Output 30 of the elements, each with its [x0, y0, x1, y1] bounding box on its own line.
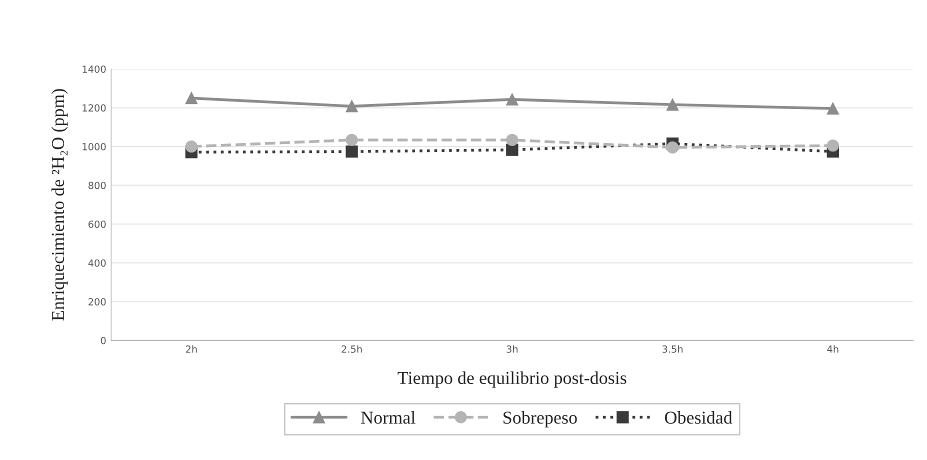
point	[506, 134, 518, 146]
x-tick-label: 2h	[186, 345, 197, 353]
y-tick-label: 400	[88, 259, 106, 267]
y-axis-title: Enriquecimiento de ²H₂O (ppm)	[51, 89, 68, 321]
x-tick-label: 2.5h	[342, 345, 362, 353]
legend-label: Obesidad	[664, 411, 732, 424]
y-tick-label: 1400	[82, 65, 106, 73]
point	[666, 141, 679, 154]
x-tick-label: 4h	[827, 345, 838, 353]
x-axis-title: Tiempo de equilibrio post-dosis	[398, 371, 626, 388]
point	[826, 140, 839, 152]
y-tick-label: 200	[88, 298, 106, 306]
x-tick-label: 3h	[506, 345, 518, 353]
point	[506, 93, 518, 106]
x-tick-label: 3.5h	[662, 345, 683, 353]
y-tick-label: 1000	[82, 143, 106, 150]
y-tick-label: 1200	[82, 104, 106, 112]
point	[346, 134, 358, 146]
y-tick-label: 0	[100, 336, 106, 344]
legend-label: Normal	[361, 411, 416, 424]
y-tick-label: 600	[88, 220, 106, 228]
legend-label: Sobrepeso	[504, 411, 577, 428]
point	[346, 146, 358, 158]
point	[666, 98, 679, 111]
point	[506, 144, 518, 156]
point	[346, 100, 358, 112]
point	[185, 140, 198, 153]
y-tick-label: 800	[88, 182, 106, 190]
point	[826, 102, 839, 115]
point	[185, 92, 198, 104]
